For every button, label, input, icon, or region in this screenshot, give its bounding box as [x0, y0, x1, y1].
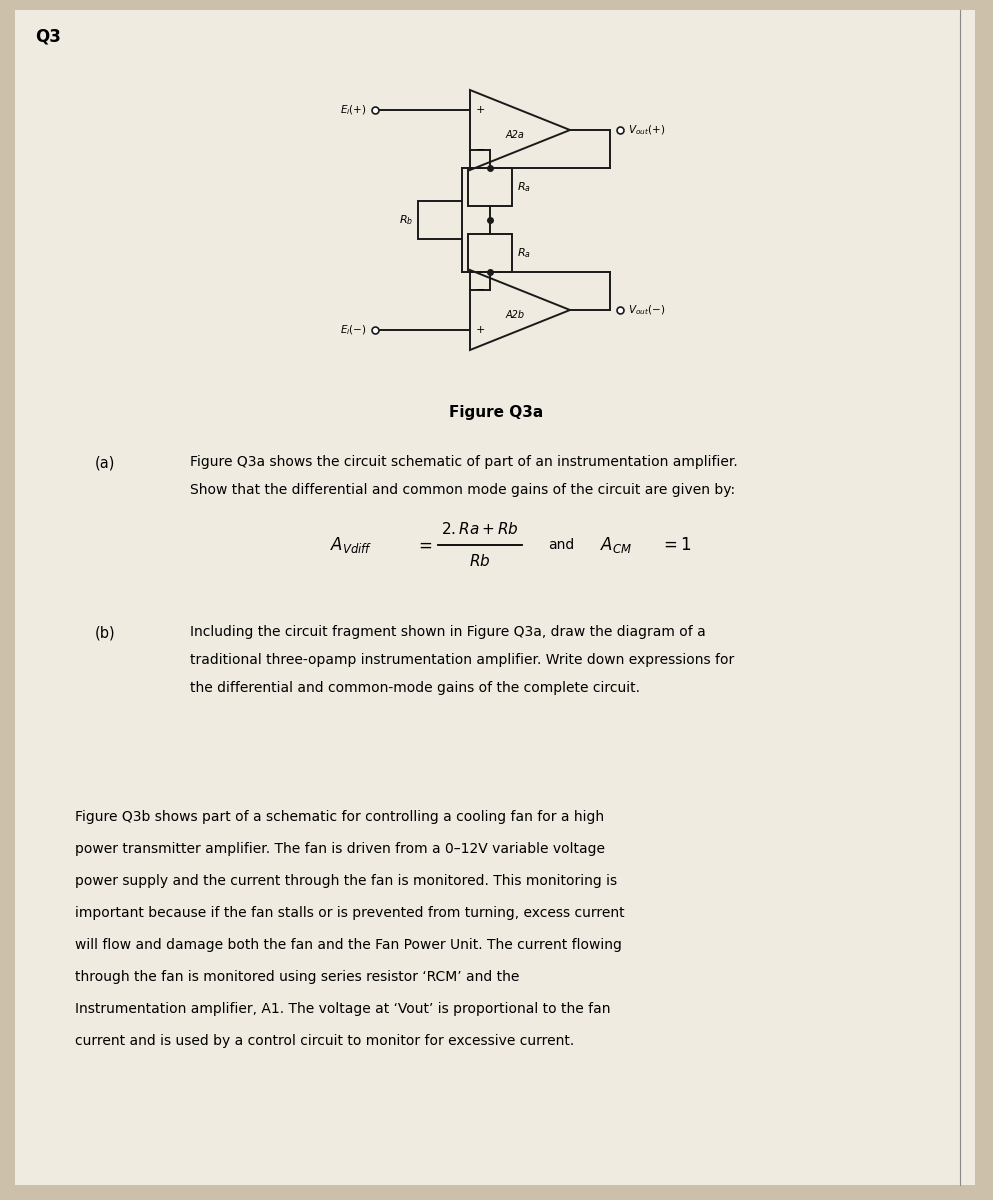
- Text: Figure Q3b shows part of a schematic for controlling a cooling fan for a high: Figure Q3b shows part of a schematic for…: [75, 810, 604, 824]
- Bar: [468, 234, 512, 272]
- Text: Figure Q3a: Figure Q3a: [449, 404, 543, 420]
- Text: power transmitter amplifier. The fan is driven from a 0–12V variable voltage: power transmitter amplifier. The fan is …: [75, 842, 605, 856]
- Text: Including the circuit fragment shown in Figure Q3a, draw the diagram of a: Including the circuit fragment shown in …: [190, 625, 706, 638]
- Text: −: −: [476, 284, 486, 295]
- Text: Instrumentation amplifier, A1. The voltage at ‘Vout’ is proportional to the fan: Instrumentation amplifier, A1. The volta…: [75, 1002, 611, 1016]
- Text: Show that the differential and common mode gains of the circuit are given by:: Show that the differential and common mo…: [190, 482, 735, 497]
- Text: $V_{out}(-)$: $V_{out}(-)$: [628, 304, 665, 317]
- Text: will flow and damage both the fan and the Fan Power Unit. The current flowing: will flow and damage both the fan and th…: [75, 938, 622, 952]
- Text: (a): (a): [95, 455, 115, 470]
- Text: Q3: Q3: [35, 28, 61, 46]
- Text: $A_{Vdiff}$: $A_{Vdiff}$: [330, 535, 372, 554]
- Text: $2.Ra+Rb$: $2.Ra+Rb$: [441, 521, 519, 538]
- Text: −: −: [476, 145, 486, 155]
- Text: traditional three-opamp instrumentation amplifier. Write down expressions for: traditional three-opamp instrumentation …: [190, 653, 734, 667]
- Text: and: and: [548, 538, 574, 552]
- Text: $V_{out}(+)$: $V_{out}(+)$: [628, 124, 665, 137]
- Text: $Rb$: $Rb$: [470, 553, 491, 569]
- Text: $= 1$: $= 1$: [660, 536, 691, 554]
- Bar: [468, 168, 512, 206]
- Text: the differential and common-mode gains of the complete circuit.: the differential and common-mode gains o…: [190, 680, 640, 695]
- Text: $R_a$: $R_a$: [517, 246, 531, 260]
- Text: (b): (b): [95, 625, 115, 640]
- Text: through the fan is monitored using series resistor ‘RCM’ and the: through the fan is monitored using serie…: [75, 970, 519, 984]
- Text: power supply and the current through the fan is monitored. This monitoring is: power supply and the current through the…: [75, 874, 617, 888]
- Text: +: +: [476, 325, 486, 335]
- Text: current and is used by a control circuit to monitor for excessive current.: current and is used by a control circuit…: [75, 1034, 574, 1048]
- Text: Figure Q3a shows the circuit schematic of part of an instrumentation amplifier.: Figure Q3a shows the circuit schematic o…: [190, 455, 738, 469]
- Text: $=$: $=$: [415, 536, 432, 554]
- Text: A2b: A2b: [505, 310, 524, 320]
- Text: $A_{CM}$: $A_{CM}$: [600, 535, 633, 554]
- Text: $E_i(-)$: $E_i(-)$: [341, 323, 367, 337]
- Text: A2a: A2a: [505, 130, 524, 140]
- Text: $R_a$: $R_a$: [517, 180, 531, 194]
- Text: +: +: [476, 104, 486, 115]
- Bar: [418, 200, 462, 239]
- Text: $E_i(+)$: $E_i(+)$: [341, 103, 367, 116]
- Text: important because if the fan stalls or is prevented from turning, excess current: important because if the fan stalls or i…: [75, 906, 625, 920]
- Text: $R_b$: $R_b$: [399, 214, 413, 227]
